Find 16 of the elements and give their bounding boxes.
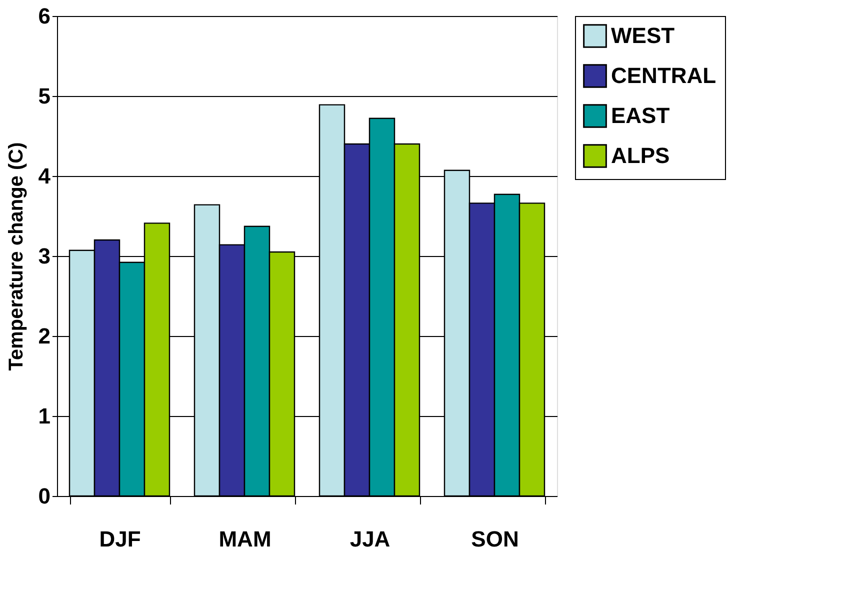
legend-label: WEST: [611, 23, 676, 48]
legend-label: ALPS: [611, 143, 670, 168]
y-axis-title: Temperature change (C): [5, 142, 28, 371]
y-tick-label: 5: [38, 84, 50, 108]
y-tick-label: 6: [38, 4, 50, 28]
x-tick-label: SON: [471, 526, 519, 552]
x-tick-label: MAM: [218, 526, 272, 552]
legend-label: CENTRAL: [611, 63, 716, 88]
y-tick-label: 4: [38, 164, 52, 188]
y-tick-label: 2: [38, 324, 50, 348]
legend-label: EAST: [611, 103, 670, 128]
x-tick-label: JJA: [350, 526, 390, 552]
y-tick-label: 1: [38, 404, 50, 428]
x-tick-label: DJF: [99, 526, 141, 552]
y-tick-label: 3: [38, 244, 50, 268]
y-tick-label: 0: [38, 484, 50, 508]
